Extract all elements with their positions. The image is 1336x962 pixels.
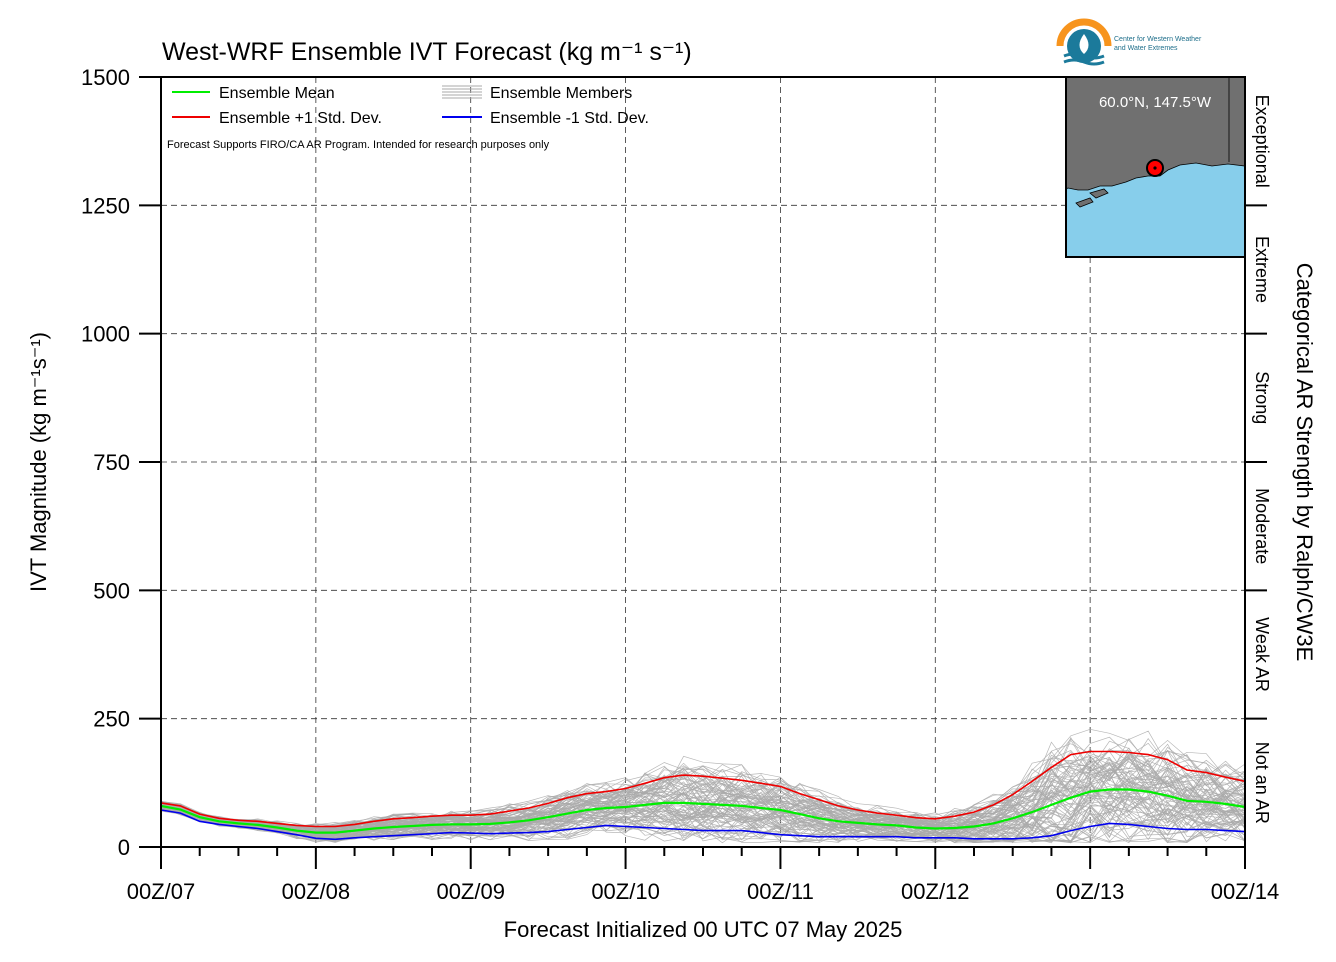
y-tick-label: 750 (93, 450, 130, 475)
ensemble-member-line (160, 755, 1246, 830)
series-line-mean (160, 788, 1246, 834)
ensemble-member-line (160, 790, 1246, 841)
y-tick-label: 1000 (81, 322, 130, 347)
research-note: Forecast Supports FIRO/CA AR Program. In… (167, 139, 550, 151)
location-marker-dot (1153, 166, 1157, 170)
category-label: Strong (1252, 371, 1272, 424)
x-tick-label: 00Z/09 (436, 879, 505, 904)
logo-droplet-icon (1079, 34, 1089, 54)
legend-label-minus: Ensemble -1 Std. Dev. (490, 110, 649, 127)
ensemble-member-line (160, 807, 1246, 844)
legend: Ensemble Mean Ensemble +1 Std. Dev. Ense… (167, 85, 649, 151)
ensemble-member-line (160, 776, 1246, 836)
category-labels: Not an AR Weak AR Moderate Strong Extreme Exc… (1252, 95, 1272, 824)
location-inset-map: 60.0°N, 147.5°W (1065, 76, 1246, 258)
logo-text-line2: and Water Extremes (1114, 45, 1178, 52)
x-tick-label: 00Z/10 (591, 879, 660, 904)
category-label: Moderate (1252, 488, 1272, 564)
category-label: Exceptional (1252, 95, 1272, 188)
series-line-plus-std (160, 750, 1246, 828)
x-axis-ticks: 00Z/07 00Z/08 00Z/09 00Z/10 00Z/11 00Z/12 00Z/… (127, 847, 1280, 904)
logo-text-line1: Center for Western Weather (1114, 36, 1202, 43)
y-tick-label: 250 (93, 707, 130, 732)
x-tick-label: 00Z/08 (282, 879, 351, 904)
x-tick-label: 00Z/13 (1056, 879, 1125, 904)
right-axis-label: Categorical AR Strength by Ralph/CW3E (1292, 263, 1317, 662)
ensemble-member-line (160, 794, 1246, 843)
x-tick-label: 00Z/11 (747, 879, 814, 904)
category-label: Weak AR (1252, 617, 1272, 692)
legend-label-members: Ensemble Members (490, 85, 632, 102)
ensemble-member-line (160, 757, 1246, 829)
x-tick-label: 00Z/14 (1211, 879, 1280, 904)
logo-sun-arc (1056, 18, 1112, 47)
inset-location-label: 60.0°N, 147.5°W (1099, 94, 1212, 111)
category-label: Extreme (1252, 236, 1272, 303)
ensemble-member-line (160, 758, 1246, 836)
ensemble-member-line (160, 800, 1246, 841)
x-axis-label: Forecast Initialized 00 UTC 07 May 2025 (504, 917, 903, 942)
y-tick-label: 500 (93, 578, 130, 603)
inset-land (1065, 76, 1246, 191)
legend-label-plus: Ensemble +1 Std. Dev. (219, 110, 382, 127)
inset-island-1 (1089, 188, 1109, 199)
x-tick-label: 00Z/07 (127, 879, 196, 904)
series-lines (160, 750, 1246, 841)
category-label: Not an AR (1252, 742, 1272, 824)
chart-title: West-WRF Ensemble IVT Forecast (kg m⁻¹ s… (162, 38, 692, 66)
ensemble-member-line (160, 786, 1246, 841)
inset-frame (1065, 76, 1246, 258)
cw3e-logo: Center for Western Weather and Water Ext… (1056, 18, 1202, 66)
y-tick-label: 1500 (81, 65, 130, 90)
grid-lines (161, 77, 1245, 847)
series-line-minus-std (160, 809, 1246, 841)
inset-island-2 (1075, 197, 1094, 208)
x-tick-label: 00Z/12 (901, 879, 970, 904)
y-tick-label: 0 (118, 835, 130, 860)
legend-label-mean: Ensemble Mean (219, 85, 335, 102)
legend-swatch-members (442, 85, 482, 99)
ensemble-member-line (160, 784, 1246, 840)
category-boundary-ticks (1245, 204, 1267, 720)
y-axis-label: IVT Magnitude (kg m⁻¹s⁻¹) (26, 332, 51, 592)
y-tick-label: 1250 (81, 193, 130, 218)
y-axis-ticks: 0 250 500 750 1000 1250 1500 (81, 65, 161, 860)
logo-waves (1063, 52, 1105, 66)
